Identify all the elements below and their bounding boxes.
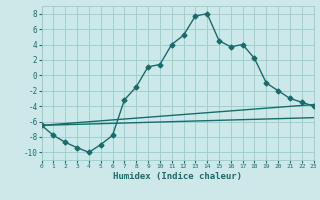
X-axis label: Humidex (Indice chaleur): Humidex (Indice chaleur) xyxy=(113,172,242,181)
